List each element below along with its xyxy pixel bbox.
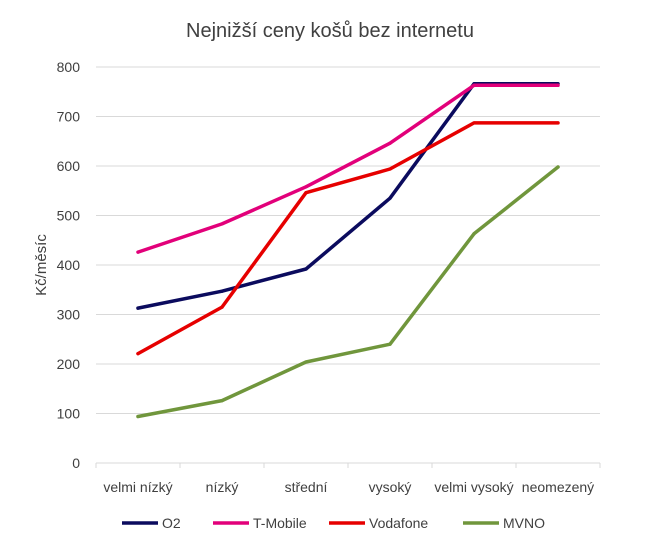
data-point (388, 342, 392, 346)
data-point (220, 289, 224, 293)
legend-label: MVNO (503, 515, 545, 531)
data-point (304, 360, 308, 364)
data-point (136, 250, 140, 254)
y-tick-label: 400 (57, 257, 81, 273)
data-point (220, 222, 224, 226)
data-point (220, 305, 224, 309)
data-point (556, 83, 560, 87)
legend-label: T-Mobile (253, 515, 307, 531)
y-tick-label: 0 (72, 455, 80, 471)
data-point (388, 141, 392, 145)
series-line-vodafone (136, 121, 560, 356)
series-line-o2 (136, 82, 560, 310)
series-lines (136, 82, 560, 419)
data-point (136, 414, 140, 419)
legend-label: Vodafone (369, 515, 428, 531)
chart-title: Nejnižší ceny košů bez internetu (186, 20, 474, 42)
y-tick-label: 500 (57, 208, 81, 224)
y-axis-title: Kč/měsíc (33, 234, 50, 296)
legend: O2 T-Mobile Vodafone MVNO (122, 515, 545, 531)
x-tick-label: neomezený (522, 479, 594, 495)
x-tick-label: vysoký (369, 479, 412, 495)
legend-item-vodafone: Vodafone (329, 515, 428, 531)
y-tick-label: 200 (57, 356, 81, 372)
x-tick-label: střední (285, 479, 328, 495)
data-point (472, 83, 476, 87)
legend-item-mvno: MVNO (463, 515, 545, 531)
data-point (556, 121, 560, 125)
data-point (304, 185, 308, 189)
data-point (556, 165, 560, 169)
x-tick-label: nízký (206, 479, 239, 495)
y-tick-label: 700 (57, 109, 81, 125)
legend-item-o2: O2 (122, 515, 181, 531)
x-tick-label: velmi vysoký (434, 479, 513, 495)
data-point (136, 306, 140, 310)
series-line-mvno (136, 165, 560, 419)
axes: 0 100 200 300 400 500 600 700 800 velmi nízký nízk… (57, 59, 601, 495)
data-point (136, 352, 140, 356)
data-point (472, 232, 476, 236)
data-point (304, 267, 308, 271)
data-point (388, 167, 392, 171)
x-tick-label: velmi nízký (103, 479, 172, 495)
legend-item-t-mobile: T-Mobile (213, 515, 307, 531)
data-point (388, 196, 392, 200)
y-tick-label: 800 (57, 59, 81, 75)
data-point (220, 399, 224, 403)
series-line-t-mobile (136, 83, 560, 254)
y-tick-label: 100 (57, 406, 81, 422)
data-point (304, 191, 308, 195)
y-tick-label: 600 (57, 158, 81, 174)
legend-label: O2 (162, 515, 181, 531)
data-point (472, 121, 476, 125)
y-tick-label: 300 (57, 307, 81, 323)
